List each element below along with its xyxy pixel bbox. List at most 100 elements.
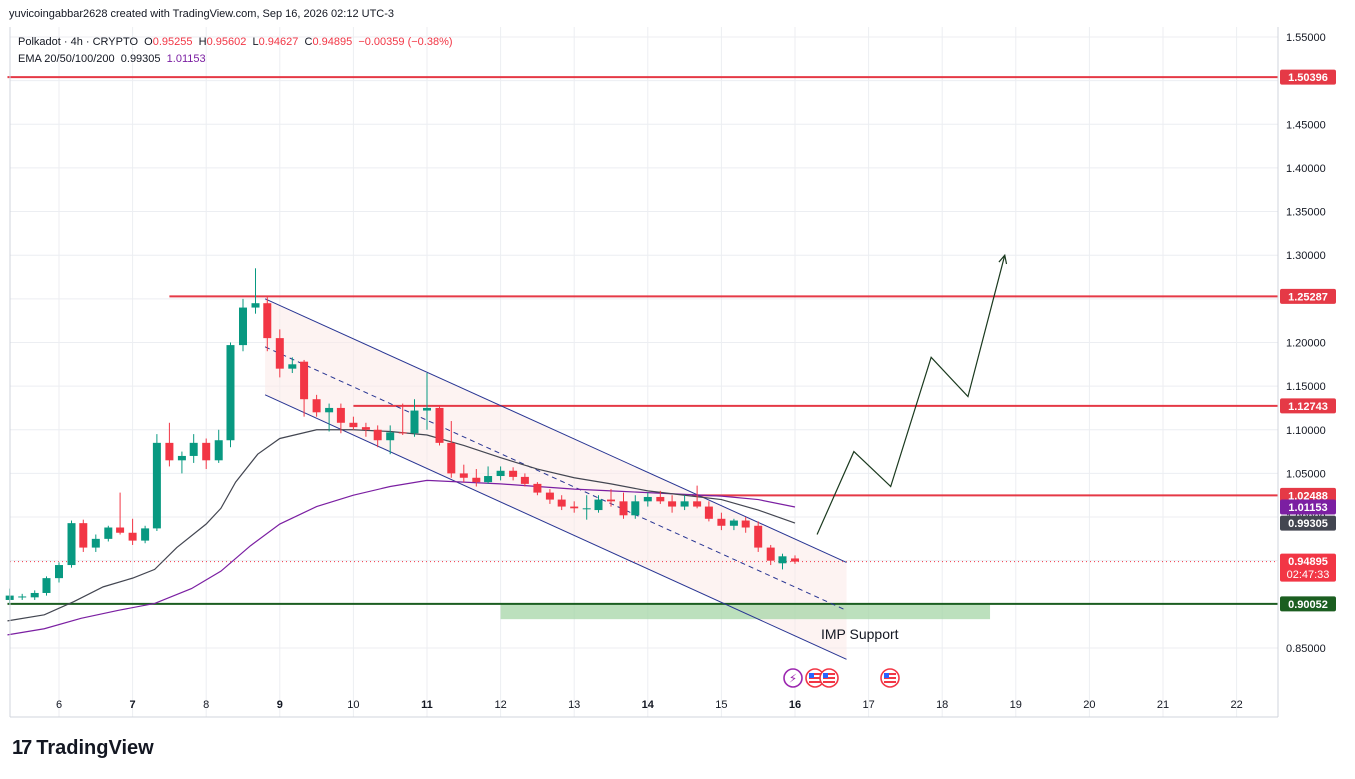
descending-channel[interactable] (264, 298, 847, 660)
price-tag-bg (1280, 515, 1336, 531)
ema-short-line (7, 429, 796, 622)
ohlc-legend: Polkadot · 4h · CRYPTO O0.95255 H0.95602… (18, 36, 453, 48)
y-tick-label: 1.10000 (1286, 425, 1326, 437)
candle-body (128, 532, 137, 541)
candle-body (251, 303, 260, 308)
symbol-label[interactable]: Polkadot · 4h · CRYPTO (18, 36, 139, 48)
price-tag-label: 1.01153 (1288, 502, 1327, 514)
x-tick-label: 21 (1157, 699, 1169, 711)
candle-body (570, 506, 579, 509)
y-tick-label: 1.35000 (1286, 207, 1326, 219)
close-label: C (304, 36, 313, 48)
x-tick-label: 8 (203, 699, 209, 711)
projection-line (816, 255, 1006, 535)
y-tick-label: 1.40000 (1286, 163, 1326, 175)
x-tick-label: 19 (1010, 699, 1022, 711)
low-label: L (252, 36, 259, 48)
tradingview-logo[interactable]: 17 TradingView (12, 737, 154, 760)
y-tick-label: 1.30000 (1286, 250, 1326, 262)
candle-body (349, 422, 358, 428)
imp-support-label[interactable]: IMP Support (821, 626, 899, 642)
y-tick-label: 1.45000 (1286, 119, 1326, 131)
change-value: −0.00359 (−0.38%) (358, 36, 453, 48)
ema-legend[interactable]: EMA 20/50/100/200 0.99305 1.01153 (18, 53, 206, 65)
candle-body (226, 345, 235, 441)
candle-body (496, 470, 505, 477)
channel-upper-line (264, 298, 847, 563)
candle-body (300, 361, 309, 400)
attribution-text: yuvicoingabbar2628 created with TradingV… (9, 8, 395, 20)
candle-body (325, 407, 334, 413)
event-icons[interactable]: ⚡ (783, 668, 900, 688)
x-tick-label: 10 (347, 699, 359, 711)
candle-body (91, 538, 100, 548)
candle-body (336, 407, 345, 423)
level-tag-label: 1.12743 (1288, 401, 1328, 413)
high-label: H (198, 36, 207, 48)
candle-body (202, 442, 211, 461)
candle-body (410, 410, 419, 434)
y-tick-label: 1.55000 (1286, 32, 1326, 44)
candle-body (520, 476, 529, 484)
candle-body (67, 523, 76, 566)
candle-body (386, 432, 395, 441)
price-tag-countdown: 02:47:33 (1287, 569, 1330, 581)
x-tick-label: 7 (130, 699, 136, 711)
channel-middle-line (264, 346, 847, 611)
support-zone (500, 604, 991, 620)
candle-body (189, 442, 198, 456)
svg-text:⚡: ⚡ (789, 672, 797, 686)
candle-body (275, 338, 284, 369)
lightning-icon[interactable]: ⚡ (783, 668, 803, 688)
candle-body (643, 496, 652, 502)
level-tag-label: 0.90052 (1288, 599, 1328, 611)
x-tick-label: 13 (568, 699, 580, 711)
price-tags: 1.50396 1.25287 1.12743 1.02488 0.90052 1.011… (1280, 69, 1336, 612)
candle-body (704, 506, 713, 519)
price-tag-label: 0.94895 (1288, 556, 1328, 568)
candle-body (631, 501, 640, 516)
tradingview-logo-icon: 17 (12, 737, 32, 759)
candle-body (484, 476, 493, 483)
candle-body (312, 399, 321, 413)
low-value: 0.94627 (258, 36, 299, 48)
candle-body (766, 547, 775, 561)
level-tag-label: 1.50396 (1288, 72, 1328, 84)
candle-body (717, 518, 726, 526)
open-value: 0.95255 (152, 36, 193, 48)
candle-body (42, 578, 51, 593)
x-tick-label: 20 (1083, 699, 1095, 711)
candle-body (263, 303, 272, 339)
x-tick-label: 17 (862, 699, 874, 711)
candlesticks (5, 268, 799, 605)
candle-body (239, 307, 247, 346)
y-tick-label: 0.85000 (1286, 643, 1326, 655)
x-tick-label: 16 (789, 699, 801, 711)
candle-body (791, 558, 799, 562)
candle-body (447, 442, 456, 474)
candle-body (459, 473, 468, 478)
ema-value-1: 0.99305 (120, 53, 161, 65)
us-flag-icon[interactable] (819, 668, 839, 688)
candle-body (116, 527, 125, 533)
chart-zones (265, 298, 991, 660)
candle-body (656, 496, 665, 502)
candle-body (557, 499, 566, 507)
x-tick-label: 14 (642, 699, 655, 711)
candle-body (693, 501, 702, 507)
price-tag-bg (1280, 499, 1336, 515)
candle-body (165, 442, 174, 461)
candle-body (373, 429, 382, 441)
candle-body (472, 477, 481, 483)
horizontal-levels[interactable] (7, 76, 1278, 605)
level-tag-label: 1.02488 (1288, 490, 1328, 502)
candle-body (533, 483, 542, 493)
x-tick-label: 11 (421, 699, 433, 711)
projection-path[interactable] (816, 253, 1008, 535)
channel-lower-line (264, 394, 847, 660)
level-tag-bg (1280, 288, 1336, 304)
candle-body (778, 556, 787, 564)
candle-body (582, 508, 591, 510)
us-flag-icon[interactable] (880, 668, 900, 688)
